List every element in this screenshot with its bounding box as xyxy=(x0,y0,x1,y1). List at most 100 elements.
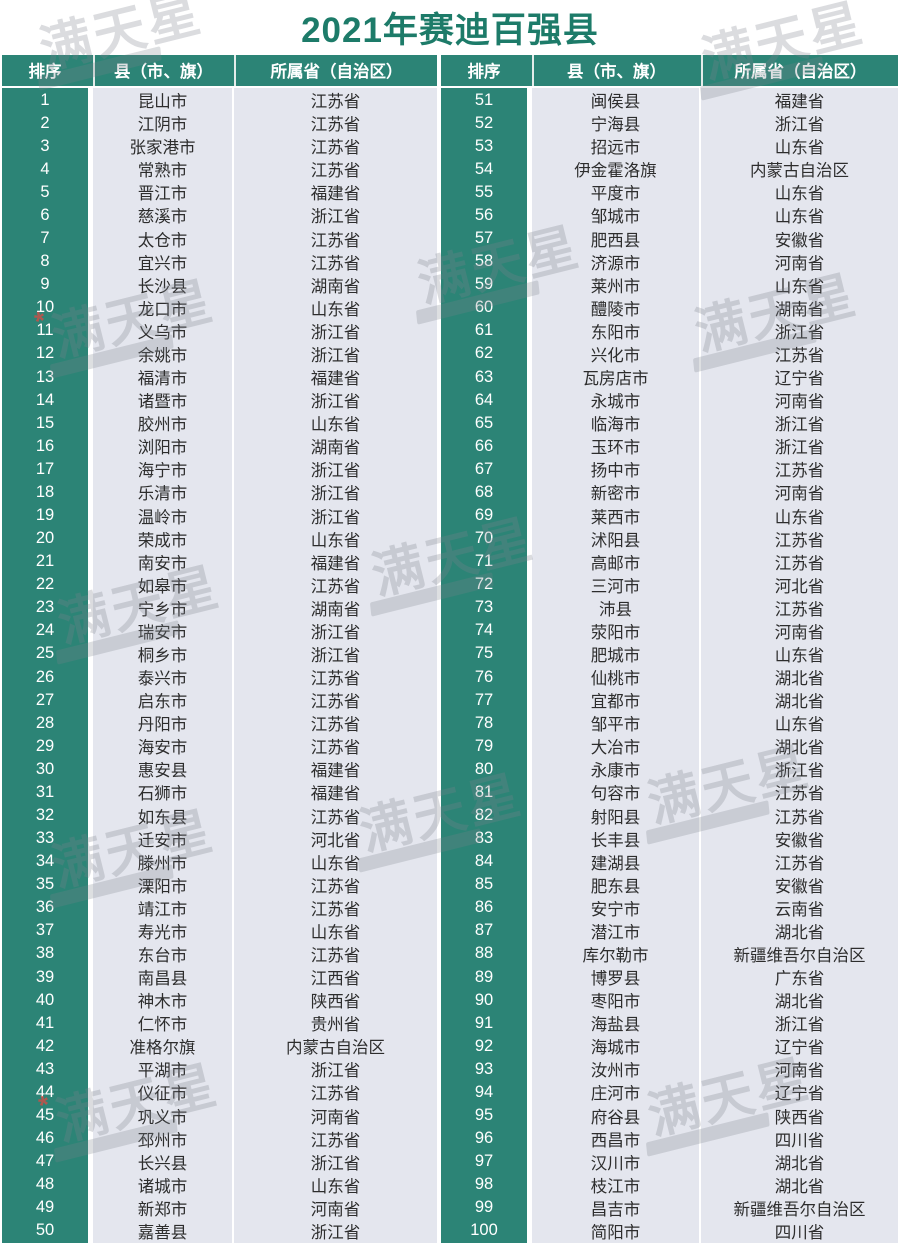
rank-cell: 94 xyxy=(441,1080,527,1105)
province-cell: 江苏省 xyxy=(234,734,437,759)
county-cell: 巩义市 xyxy=(93,1103,232,1128)
table-row: 36 靖江市 江苏省 xyxy=(2,895,437,920)
province-cell: 江苏省 xyxy=(234,249,437,274)
county-cell: 乐清市 xyxy=(93,480,232,505)
table-row: 77 宜都市 湖北省 xyxy=(441,688,898,713)
province-cell: 江苏省 xyxy=(234,111,437,136)
table-row: 89 博罗县 广东省 xyxy=(441,965,898,990)
county-cell: 桐乡市 xyxy=(93,641,232,666)
county-cell: 建湖县 xyxy=(532,849,699,874)
province-cell: 陕西省 xyxy=(234,988,437,1013)
province-cell: 浙江省 xyxy=(234,388,437,413)
county-cell: 库尔勒市 xyxy=(532,941,699,966)
header-county: 县（市、旗） xyxy=(532,55,699,86)
rank-cell: 91 xyxy=(441,1011,527,1036)
header-county: 县（市、旗） xyxy=(93,55,232,86)
county-cell: 大冶市 xyxy=(532,734,699,759)
county-cell: 太仓市 xyxy=(93,226,232,251)
rank-cell: 2 xyxy=(2,111,88,136)
rank-cell: 68 xyxy=(441,480,527,505)
county-cell: 潜江市 xyxy=(532,918,699,943)
rank-cell: 33 xyxy=(2,826,88,851)
county-cell: 邹平市 xyxy=(532,711,699,736)
table-row: 95 府谷县 陕西省 xyxy=(441,1103,898,1128)
rank-cell: 88 xyxy=(441,941,527,966)
county-cell: 永康市 xyxy=(532,757,699,782)
rank-cell: 63 xyxy=(441,365,527,390)
table-row: 85 肥东县 安徽省 xyxy=(441,872,898,897)
county-cell: 玉环市 xyxy=(532,434,699,459)
province-cell: 湖北省 xyxy=(701,1149,898,1174)
rank-cell: 6 xyxy=(2,203,88,228)
county-cell: 醴陵市 xyxy=(532,295,699,320)
county-cell: 荥阳市 xyxy=(532,618,699,643)
province-cell: 浙江省 xyxy=(701,757,898,782)
rank-cell: 92 xyxy=(441,1034,527,1059)
table-row: 26 泰兴市 江苏省 xyxy=(2,665,437,690)
rank-cell: 49 xyxy=(2,1195,88,1220)
county-cell: 泰兴市 xyxy=(93,665,232,690)
county-cell: 诸城市 xyxy=(93,1172,232,1197)
rank-cell: 4 xyxy=(2,157,88,182)
header-divider xyxy=(88,55,93,86)
table-row: 64 永城市 河南省 xyxy=(441,388,898,413)
table-row: 52 宁海县 浙江省 xyxy=(441,111,898,136)
rank-cell: 21 xyxy=(2,549,88,574)
rank-cell: 76 xyxy=(441,665,527,690)
county-cell: 西昌市 xyxy=(532,1126,699,1151)
table-row: 37 寿光市 山东省 xyxy=(2,918,437,943)
rank-cell: 90 xyxy=(441,988,527,1013)
province-cell: 浙江省 xyxy=(701,111,898,136)
county-cell: 准格尔旗 xyxy=(93,1034,232,1059)
table-row: 65 临海市 浙江省 xyxy=(441,411,898,436)
table-row: 38 东台市 江苏省 xyxy=(2,941,437,966)
rank-cell: 32 xyxy=(2,803,88,828)
province-cell: 浙江省 xyxy=(234,341,437,366)
county-cell: 邹城市 xyxy=(532,203,699,228)
rank-cell: 25 xyxy=(2,641,88,666)
table-row: 88 库尔勒市 新疆维吾尔自治区 xyxy=(441,941,898,966)
rank-cell: 48 xyxy=(2,1172,88,1197)
rank-cell: 23 xyxy=(2,595,88,620)
county-cell: 胶州市 xyxy=(93,411,232,436)
rank-cell: 66 xyxy=(441,434,527,459)
table-row: 75 肥城市 山东省 xyxy=(441,641,898,666)
rank-cell: 56 xyxy=(441,203,527,228)
table-row: 21 南安市 福建省 xyxy=(2,549,437,574)
table-row: 4 常熟市 江苏省 xyxy=(2,157,437,182)
province-cell: 江苏省 xyxy=(701,803,898,828)
county-cell: 宜兴市 xyxy=(93,249,232,274)
county-cell: 仙桃市 xyxy=(532,665,699,690)
county-cell: 汉川市 xyxy=(532,1149,699,1174)
table-row: 59 莱州市 山东省 xyxy=(441,272,898,297)
table-row: 82 射阳县 江苏省 xyxy=(441,803,898,828)
county-cell: 昌吉市 xyxy=(532,1195,699,1220)
county-cell: 义乌市 xyxy=(93,318,232,343)
rank-cell: 87 xyxy=(441,918,527,943)
county-cell: 慈溪市 xyxy=(93,203,232,228)
table-row: 40 神木市 陕西省 xyxy=(2,988,437,1013)
province-cell: 江苏省 xyxy=(234,1080,437,1105)
rank-cell: 38 xyxy=(2,941,88,966)
table-row: 43 平湖市 浙江省 xyxy=(2,1057,437,1082)
province-cell: 广东省 xyxy=(701,965,898,990)
county-cell: 浏阳市 xyxy=(93,434,232,459)
province-cell: 山东省 xyxy=(701,641,898,666)
table-row: 94 庄河市 辽宁省 xyxy=(441,1080,898,1105)
province-cell: 河南省 xyxy=(234,1195,437,1220)
rank-cell: 28 xyxy=(2,711,88,736)
province-cell: 江苏省 xyxy=(701,849,898,874)
table-row: 47 长兴县 浙江省 xyxy=(2,1149,437,1174)
province-cell: 江苏省 xyxy=(701,526,898,551)
county-cell: 海宁市 xyxy=(93,457,232,482)
county-cell: 平湖市 xyxy=(93,1057,232,1082)
table-row: 46 邳州市 江苏省 xyxy=(2,1126,437,1151)
county-cell: 张家港市 xyxy=(93,134,232,159)
province-cell: 河南省 xyxy=(701,249,898,274)
province-cell: 辽宁省 xyxy=(701,365,898,390)
table-row: 35 溧阳市 江苏省 xyxy=(2,872,437,897)
table-right-body: 51 闽侯县 福建省 52 宁海县 浙江省 53 招远市 山东省 54 伊金霍洛旗 内蒙古自治区 55 平… xyxy=(441,88,898,1243)
province-cell: 江西省 xyxy=(234,965,437,990)
province-cell: 浙江省 xyxy=(234,1218,437,1243)
table-row: 28 丹阳市 江苏省 xyxy=(2,711,437,736)
